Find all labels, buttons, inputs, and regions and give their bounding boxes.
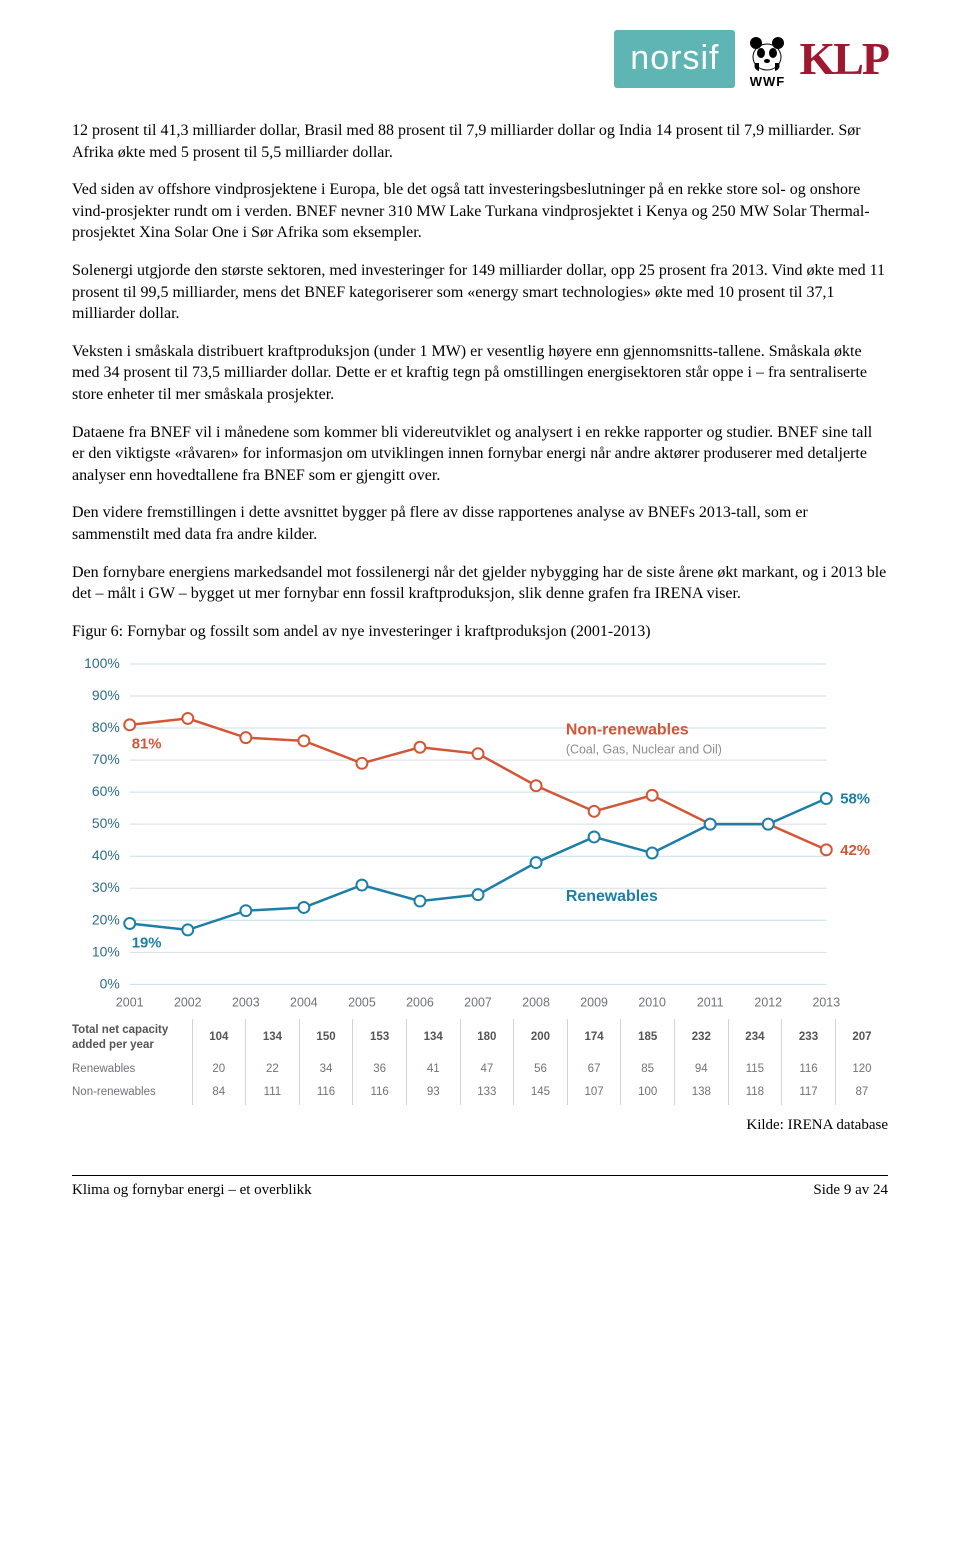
figure-caption: Figur 6: Fornybar og fossilt som andel a… bbox=[72, 621, 888, 643]
svg-text:81%: 81% bbox=[132, 736, 162, 753]
body-paragraph: Den videre fremstillingen i dette avsnit… bbox=[72, 502, 888, 545]
svg-text:20%: 20% bbox=[92, 912, 120, 928]
svg-text:80%: 80% bbox=[92, 719, 120, 735]
svg-text:2011: 2011 bbox=[697, 996, 724, 1010]
footer-title: Klima og fornybar energi – et overblikk bbox=[72, 1180, 312, 1200]
svg-text:19%: 19% bbox=[132, 935, 162, 952]
svg-text:0%: 0% bbox=[100, 976, 120, 992]
svg-text:2007: 2007 bbox=[464, 996, 492, 1010]
page-footer: Klima og fornybar energi – et overblikk … bbox=[72, 1175, 888, 1200]
svg-text:2012: 2012 bbox=[754, 996, 782, 1010]
chart-data-table: Total net capacity added per year1041341… bbox=[72, 1019, 888, 1105]
line-chart: 0% 10% 20% 30% 40% 50% 60% 70% 80% 90% 100% 81% 19% 5… bbox=[72, 654, 888, 1012]
svg-text:100%: 100% bbox=[84, 655, 120, 671]
svg-text:70%: 70% bbox=[92, 751, 120, 767]
svg-text:42%: 42% bbox=[840, 842, 870, 859]
svg-text:60%: 60% bbox=[92, 783, 120, 799]
svg-text:2005: 2005 bbox=[348, 996, 376, 1010]
svg-text:58%: 58% bbox=[840, 791, 870, 808]
svg-text:2009: 2009 bbox=[580, 996, 608, 1010]
body-paragraph: Den fornybare energiens markedsandel mot… bbox=[72, 562, 888, 605]
svg-text:2008: 2008 bbox=[522, 996, 550, 1010]
norsif-logo: norsif bbox=[614, 30, 735, 88]
svg-text:10%: 10% bbox=[92, 944, 120, 960]
svg-text:30%: 30% bbox=[92, 880, 120, 896]
svg-text:40%: 40% bbox=[92, 848, 120, 864]
svg-text:2013: 2013 bbox=[812, 996, 840, 1010]
svg-text:Non-renewables: Non-renewables bbox=[566, 722, 689, 739]
body-paragraph: 12 prosent til 41,3 milliarder dollar, B… bbox=[72, 120, 888, 163]
svg-text:2002: 2002 bbox=[174, 996, 202, 1010]
svg-text:2004: 2004 bbox=[290, 996, 318, 1010]
source-text: Kilde: IRENA database bbox=[72, 1115, 888, 1135]
body-paragraph: Ved siden av offshore vindprosjektene i … bbox=[72, 179, 888, 244]
panda-icon bbox=[743, 31, 791, 73]
svg-text:50%: 50% bbox=[92, 816, 120, 832]
svg-text:2003: 2003 bbox=[232, 996, 260, 1010]
svg-text:90%: 90% bbox=[92, 687, 120, 703]
svg-text:Renewables: Renewables bbox=[566, 888, 658, 905]
body-paragraph: Solenergi utgjorde den største sektoren,… bbox=[72, 260, 888, 325]
svg-text:2006: 2006 bbox=[406, 996, 434, 1010]
svg-text:2010: 2010 bbox=[638, 996, 666, 1010]
wwf-logo: WWF bbox=[743, 31, 791, 88]
klp-logo: KLP bbox=[799, 28, 888, 90]
body-paragraph: Dataene fra BNEF vil i månedene som komm… bbox=[72, 422, 888, 487]
svg-text:2001: 2001 bbox=[116, 996, 144, 1010]
figure-6-chart: 0% 10% 20% 30% 40% 50% 60% 70% 80% 90% 100% 81% 19% 5… bbox=[72, 650, 888, 1104]
body-paragraph: Veksten i småskala distribuert kraftprod… bbox=[72, 341, 888, 406]
header-logos: norsif WWF KLP bbox=[72, 28, 888, 90]
svg-text:(Coal, Gas, Nuclear and Oil): (Coal, Gas, Nuclear and Oil) bbox=[566, 743, 722, 757]
footer-page: Side 9 av 24 bbox=[813, 1180, 888, 1200]
